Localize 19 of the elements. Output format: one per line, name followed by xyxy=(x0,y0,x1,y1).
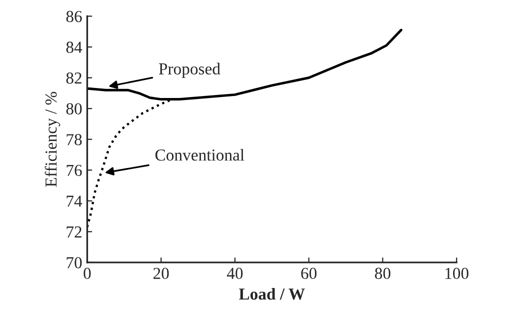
y-tick-label: 78 xyxy=(66,134,82,146)
x-tick-label: 60 xyxy=(301,268,317,280)
x-tick-label: 40 xyxy=(226,268,243,280)
y-tick-label: 80 xyxy=(66,103,82,114)
y-tick-label: 70 xyxy=(66,257,82,268)
x-axis-title: Load / W xyxy=(238,288,305,300)
annotation: Conventional xyxy=(155,148,244,161)
x-tick-label: 0 xyxy=(84,268,91,280)
y-tick-label: 82 xyxy=(66,72,82,84)
y-tick-label: 84 xyxy=(66,42,82,53)
y-tick-label: 76 xyxy=(66,164,82,176)
x-tick-label: 100 xyxy=(446,268,468,280)
y-tick-label: 74 xyxy=(66,196,82,207)
y-tick-label: 86 xyxy=(66,10,82,22)
x-tick-label: 20 xyxy=(153,268,169,280)
annotation: Proposed xyxy=(158,62,220,78)
y-axis-title: Efficiency / % xyxy=(44,92,60,187)
y-tick-label: 72 xyxy=(66,226,82,238)
x-tick-label: 80 xyxy=(375,268,390,280)
